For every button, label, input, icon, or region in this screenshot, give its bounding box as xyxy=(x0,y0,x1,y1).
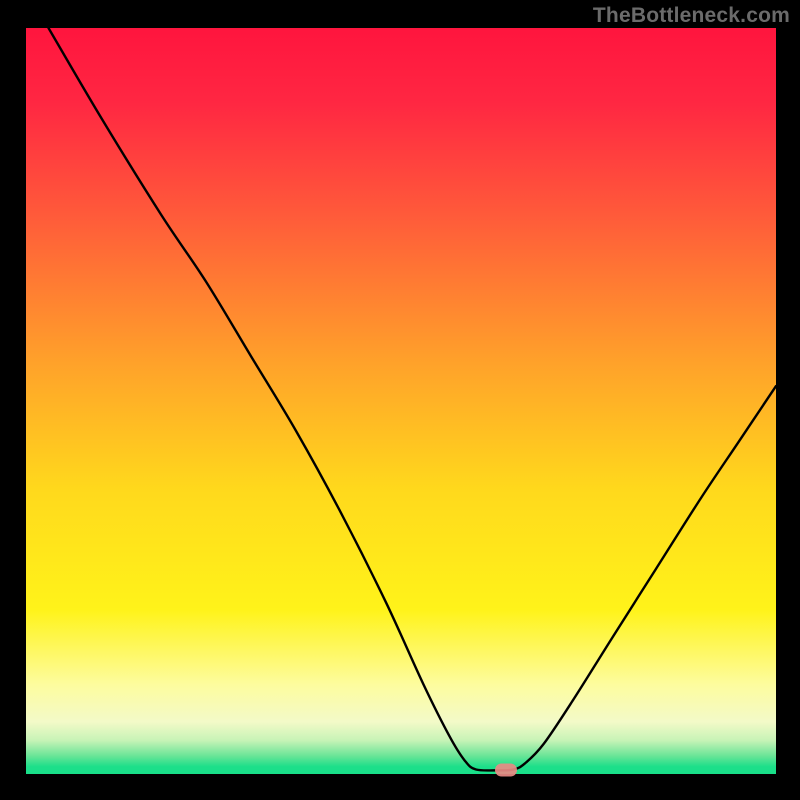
plot-svg xyxy=(26,28,776,774)
chart-frame: TheBottleneck.com xyxy=(0,0,800,800)
optimal-point-marker xyxy=(495,763,517,776)
watermark-text: TheBottleneck.com xyxy=(593,4,790,28)
bottleneck-plot xyxy=(26,28,776,774)
gradient-background xyxy=(26,28,776,774)
